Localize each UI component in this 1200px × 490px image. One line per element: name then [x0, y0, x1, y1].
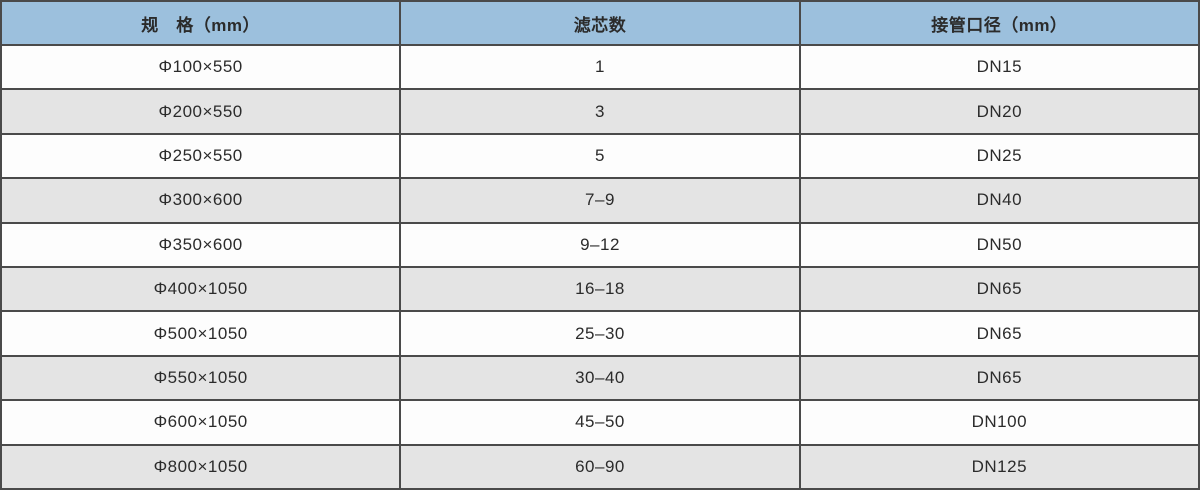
- table-row: Φ250×550 5 DN25: [0, 132, 1200, 180]
- table-row: Φ550×1050 30–40 DN65: [0, 354, 1200, 402]
- header-pipe-diameter: 接管口径（mm）: [798, 0, 1200, 46]
- pipe-diameter-cell: DN25: [798, 132, 1200, 180]
- table-row: Φ600×1050 45–50 DN100: [0, 399, 1200, 446]
- table-row: Φ800×1050 60–90 DN125: [0, 443, 1200, 490]
- filter-count-cell: 45–50: [399, 399, 801, 446]
- pipe-diameter-cell: DN100: [798, 399, 1200, 446]
- filter-count-cell: 25–30: [399, 310, 801, 357]
- spec-cell: Φ300×600: [0, 177, 402, 224]
- filter-count-cell: 1: [399, 43, 801, 91]
- table-row: Φ350×600 9–12 DN50: [0, 221, 1200, 268]
- spec-cell: Φ200×550: [0, 88, 402, 135]
- spec-cell: Φ550×1050: [0, 354, 402, 402]
- pipe-diameter-cell: DN125: [798, 443, 1200, 490]
- pipe-diameter-cell: DN20: [798, 88, 1200, 135]
- spec-cell: Φ600×1050: [0, 399, 402, 446]
- filter-count-cell: 60–90: [399, 443, 801, 490]
- filter-count-cell: 5: [399, 132, 801, 180]
- header-filter-count: 滤芯数: [399, 0, 801, 46]
- pipe-diameter-cell: DN40: [798, 177, 1200, 224]
- filter-count-cell: 7–9: [399, 177, 801, 224]
- pipe-diameter-cell: DN15: [798, 43, 1200, 91]
- spec-cell: Φ500×1050: [0, 310, 402, 357]
- table-row: Φ200×550 3 DN20: [0, 88, 1200, 135]
- filter-count-cell: 3: [399, 88, 801, 135]
- header-row: 规 格（mm） 滤芯数 接管口径（mm）: [0, 0, 1200, 46]
- pipe-diameter-cell: DN50: [798, 221, 1200, 268]
- filter-count-cell: 9–12: [399, 221, 801, 268]
- pipe-diameter-cell: DN65: [798, 265, 1200, 313]
- spec-cell: Φ400×1050: [0, 265, 402, 313]
- pipe-diameter-cell: DN65: [798, 310, 1200, 357]
- spec-cell: Φ250×550: [0, 132, 402, 180]
- filter-count-cell: 16–18: [399, 265, 801, 313]
- table-row: Φ100×550 1 DN15: [0, 43, 1200, 91]
- table-body: Φ100×550 1 DN15 Φ200×550 3 DN20 Φ250×550 5 DN25 Φ…: [0, 43, 1200, 490]
- table-row: Φ300×600 7–9 DN40: [0, 177, 1200, 224]
- filter-count-cell: 30–40: [399, 354, 801, 402]
- spec-cell: Φ350×600: [0, 221, 402, 268]
- table-row: Φ400×1050 16–18 DN65: [0, 265, 1200, 313]
- pipe-diameter-cell: DN65: [798, 354, 1200, 402]
- table-row: Φ500×1050 25–30 DN65: [0, 310, 1200, 357]
- spec-cell: Φ800×1050: [0, 443, 402, 490]
- header-spec: 规 格（mm）: [0, 0, 402, 46]
- spec-cell: Φ100×550: [0, 43, 402, 91]
